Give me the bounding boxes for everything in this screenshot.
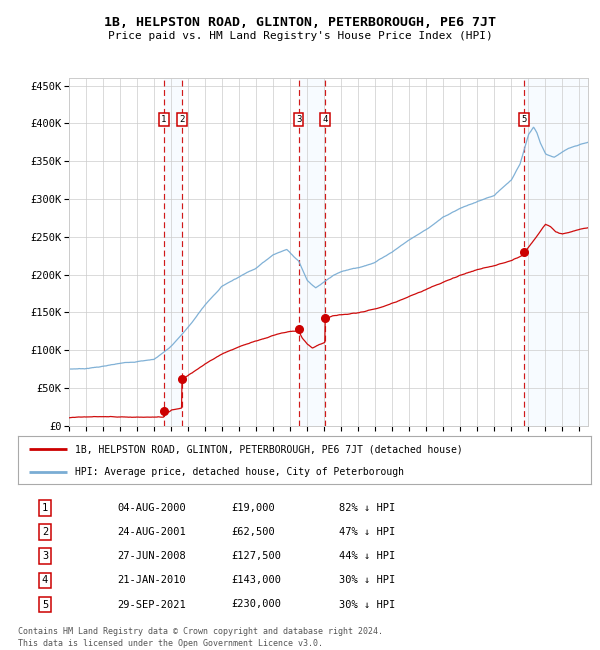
Text: £230,000: £230,000 [231,599,281,610]
Text: 4: 4 [322,115,328,124]
Text: 5: 5 [42,599,48,610]
Text: 44% ↓ HPI: 44% ↓ HPI [339,551,395,562]
Text: 3: 3 [296,115,301,124]
Text: 21-JAN-2010: 21-JAN-2010 [117,575,186,586]
Text: 47% ↓ HPI: 47% ↓ HPI [339,527,395,538]
Text: 3: 3 [42,551,48,562]
Text: £127,500: £127,500 [231,551,281,562]
Text: 29-SEP-2021: 29-SEP-2021 [117,599,186,610]
Text: £143,000: £143,000 [231,575,281,586]
Text: 1: 1 [42,503,48,514]
Text: 82% ↓ HPI: 82% ↓ HPI [339,503,395,514]
Text: 2: 2 [42,527,48,538]
Text: 4: 4 [42,575,48,586]
Text: 2: 2 [179,115,185,124]
Text: 27-JUN-2008: 27-JUN-2008 [117,551,186,562]
Text: £19,000: £19,000 [231,503,275,514]
Text: £62,500: £62,500 [231,527,275,538]
Text: 30% ↓ HPI: 30% ↓ HPI [339,575,395,586]
Bar [524,78,588,426]
Bar [164,78,182,426]
Text: 30% ↓ HPI: 30% ↓ HPI [339,599,395,610]
Text: 1: 1 [161,115,167,124]
Text: Price paid vs. HM Land Registry's House Price Index (HPI): Price paid vs. HM Land Registry's House … [107,31,493,41]
Text: 1B, HELPSTON ROAD, GLINTON, PETERBOROUGH, PE6 7JT: 1B, HELPSTON ROAD, GLINTON, PETERBOROUGH… [104,16,496,29]
Text: 1B, HELPSTON ROAD, GLINTON, PETERBOROUGH, PE6 7JT (detached house): 1B, HELPSTON ROAD, GLINTON, PETERBOROUGH… [76,444,463,454]
Bar [299,78,325,426]
Text: 04-AUG-2000: 04-AUG-2000 [117,503,186,514]
Text: 24-AUG-2001: 24-AUG-2001 [117,527,186,538]
Text: This data is licensed under the Open Government Licence v3.0.: This data is licensed under the Open Gov… [18,639,323,648]
Text: HPI: Average price, detached house, City of Peterborough: HPI: Average price, detached house, City… [76,467,404,477]
Text: 5: 5 [521,115,527,124]
Text: Contains HM Land Registry data © Crown copyright and database right 2024.: Contains HM Land Registry data © Crown c… [18,627,383,636]
